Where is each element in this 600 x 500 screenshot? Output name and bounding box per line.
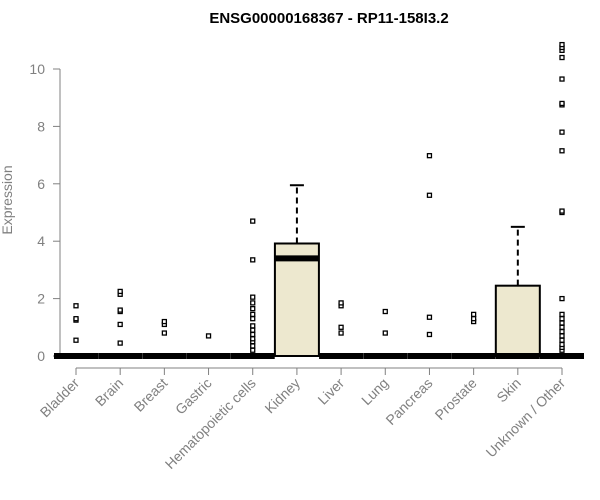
outlier-point <box>117 321 123 328</box>
outlier-point <box>559 100 565 107</box>
outlier-point <box>559 41 565 48</box>
box-body <box>494 284 541 357</box>
y-tick-label: 6 <box>37 176 45 192</box>
outlier-point <box>338 324 344 330</box>
outlier-point <box>559 208 565 214</box>
x-tick-label: Brain <box>92 375 126 409</box>
outlier-point <box>250 218 256 224</box>
boxes-layer <box>54 184 584 359</box>
outlier-point <box>250 300 256 306</box>
outlier-point <box>117 340 123 346</box>
outlier-point <box>426 192 433 198</box>
outlier-point <box>559 328 565 335</box>
outlier-point <box>250 343 256 349</box>
y-axis-label: Expression <box>0 165 15 234</box>
outlier-point <box>250 336 256 342</box>
x-tick-label: Lung <box>358 375 391 408</box>
outlier-point <box>250 331 256 338</box>
outlier-point <box>250 294 256 300</box>
x-tick-label: Pancreas <box>382 375 435 428</box>
outlier-point <box>382 330 388 336</box>
outlier-point <box>426 314 433 320</box>
outlier-point <box>559 316 565 322</box>
outlier-point <box>559 148 565 154</box>
y-tick-label: 0 <box>37 348 45 364</box>
outlier-point <box>250 311 256 318</box>
x-tick-label: Gastric <box>172 375 215 418</box>
outlier-point <box>559 129 565 135</box>
x-tick-label: Bladder <box>37 375 83 421</box>
outlier-point <box>470 311 477 318</box>
outlier-point <box>73 303 79 309</box>
outlier-point <box>161 318 168 325</box>
chart-title: ENSG00000168367 - RP11-158I3.2 <box>209 10 448 27</box>
outlier-point <box>559 324 565 330</box>
outlier-point <box>470 316 477 322</box>
outlier-point <box>250 316 256 322</box>
outlier-point <box>338 300 344 306</box>
outlier-point <box>559 333 565 339</box>
box-body <box>273 242 320 357</box>
y-axis: 0 2 4 6 8 10 <box>29 61 61 364</box>
outlier-point <box>117 288 123 295</box>
outlier-point <box>426 153 433 159</box>
x-tick-label: Unknown / Other <box>483 375 569 461</box>
x-tick-label: Breast <box>131 375 171 415</box>
box-5 <box>273 184 320 357</box>
outlier-point <box>338 330 344 336</box>
x-tick-label: Prostate <box>432 375 480 423</box>
outlier-point <box>250 347 256 353</box>
outlier-point <box>205 333 212 339</box>
outlier-point <box>559 311 565 318</box>
y-tick-label: 8 <box>37 118 45 134</box>
outlier-point <box>250 305 256 312</box>
outlier-point <box>250 323 256 329</box>
outlier-point <box>73 337 79 343</box>
outlier-point <box>250 257 256 263</box>
y-tick-label: 4 <box>37 233 45 249</box>
outlier-point <box>426 331 433 338</box>
outlier-point <box>559 337 565 343</box>
outlier-point <box>161 330 168 336</box>
outlier-point <box>559 54 565 61</box>
outliers-layer <box>73 41 565 353</box>
outlier-point <box>559 76 565 82</box>
outlier-point <box>250 327 256 333</box>
x-tick-label: Kidney <box>261 375 303 417</box>
outlier-point <box>73 316 79 322</box>
y-tick-label: 2 <box>37 291 45 307</box>
x-tick-label: Liver <box>314 375 347 408</box>
outlier-point <box>559 295 565 302</box>
outlier-point <box>382 308 388 315</box>
x-tick-label: Skin <box>493 375 524 406</box>
box-10 <box>494 225 541 359</box>
outlier-point <box>117 307 123 313</box>
y-tick-label: 10 <box>29 61 45 77</box>
outlier-point <box>559 320 565 326</box>
outlier-point <box>559 341 565 348</box>
